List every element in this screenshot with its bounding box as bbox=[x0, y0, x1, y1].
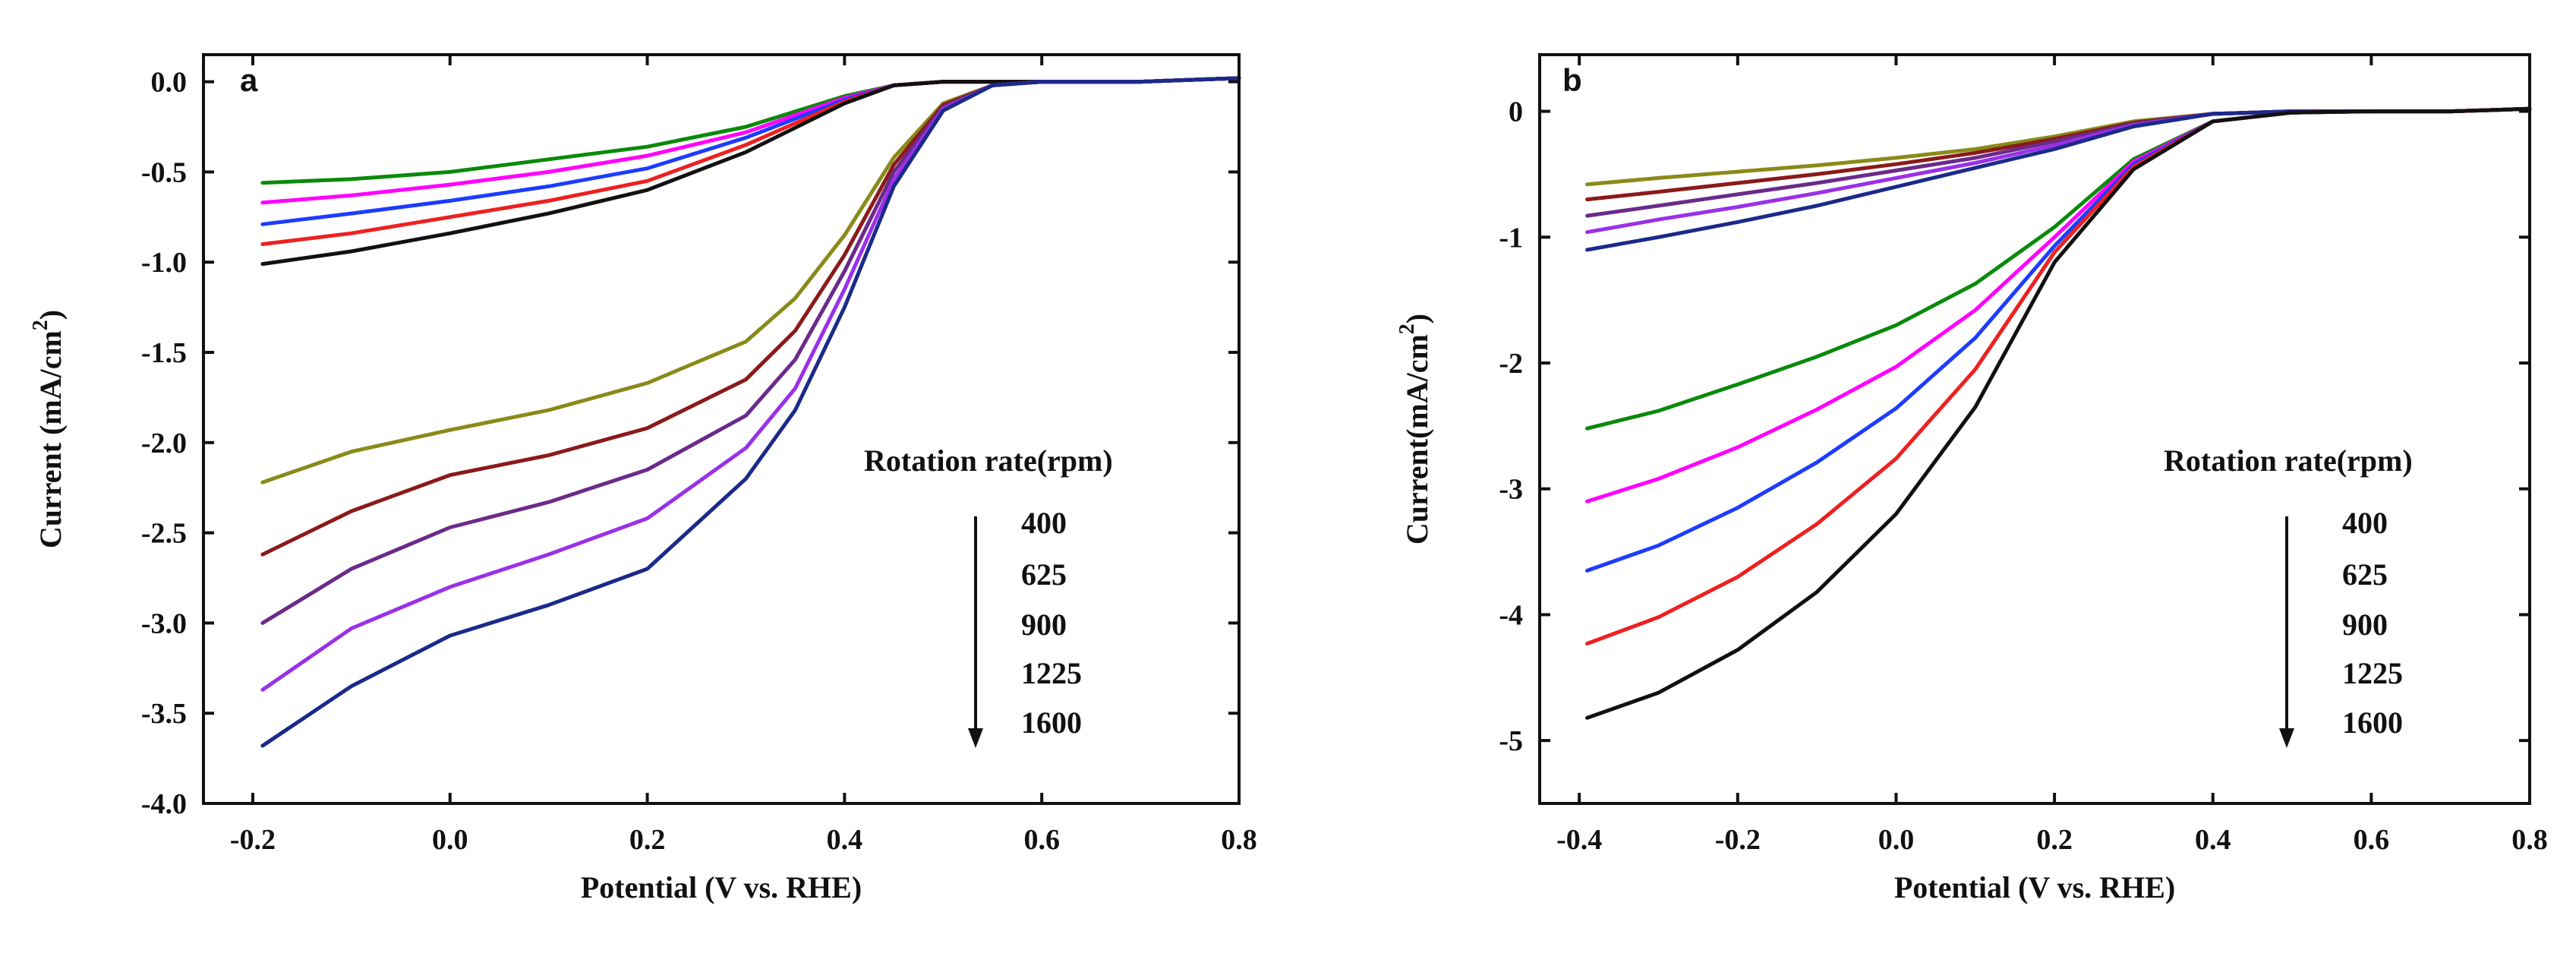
panel-b-series-upper-900 bbox=[1585, 106, 2532, 218]
panel-a-y-tick-label: -2.5 bbox=[141, 518, 187, 550]
panel-b-y-tick-label: -5 bbox=[1499, 725, 1523, 757]
panel-b-ticks: -0.4 -0.2 0.0 0.2 0.4 0.6 0.8 0 -1 -2 -3 -4 -5 bbox=[1499, 55, 2548, 856]
panel-a-x-axis-label: Potential (V vs. RHE) bbox=[581, 870, 862, 904]
panel-b-series-upper-1225 bbox=[1585, 106, 2532, 235]
panel-b-x-tick-label: 0.6 bbox=[2354, 824, 2390, 856]
panel-a-x-tick-label: 0.6 bbox=[1023, 824, 1060, 856]
panel-b-y-tick-label: 0 bbox=[1509, 96, 1523, 128]
panel-a-x-tick-label: 0.4 bbox=[827, 824, 863, 856]
panel-a-y-axis-label: Current (mA/cm2) bbox=[29, 310, 68, 548]
panel-a-y-tick-label: -2.0 bbox=[141, 428, 187, 459]
panel-b-x-tick-label: 0.8 bbox=[2511, 824, 2548, 856]
panel-b-x-axis-label: Potential (V vs. RHE) bbox=[1894, 870, 2175, 904]
panel-a-x-tick-label: 0.8 bbox=[1221, 824, 1257, 856]
panel-a-y-tick-label: -1.5 bbox=[141, 337, 187, 369]
panel-a-legend-item-900: 900 bbox=[1021, 608, 1067, 642]
panel-b-legend-title: Rotation rate(rpm) bbox=[2164, 443, 2413, 478]
panel-a-y-tick-label: -4.0 bbox=[141, 788, 187, 820]
panel-b-series bbox=[1585, 106, 2532, 720]
panel-b-x-tick-label: 0.0 bbox=[1878, 824, 1915, 856]
panel-b: -0.4 -0.2 0.0 0.2 0.4 0.6 0.8 0 -1 -2 -3 -4 -5 b Pot… bbox=[1395, 53, 2548, 904]
panel-b-legend-arrowhead bbox=[2279, 728, 2294, 748]
panel-b-legend-item-625: 625 bbox=[2342, 557, 2388, 592]
panel-b-x-tick-label: -0.4 bbox=[1556, 824, 1602, 856]
panel-a-x-tick-label: 0.0 bbox=[432, 824, 468, 856]
panel-a-legend-item-1600: 1600 bbox=[1021, 705, 1082, 740]
panel-b-series-lower-400 bbox=[1585, 106, 2532, 431]
panel-a-y-tick-label: 0.0 bbox=[151, 67, 188, 99]
panel-b-series-lower-625 bbox=[1585, 106, 2532, 503]
panel-a-x-tick-label: -0.2 bbox=[230, 824, 276, 856]
panel-b-legend: Rotation rate(rpm) 400 625 900 1225 1600 bbox=[2164, 443, 2413, 748]
panel-a-x-tick-label: 0.2 bbox=[629, 824, 666, 856]
panel-a-label: a bbox=[240, 62, 258, 98]
panel-a-y-axis-label-sup: 2 bbox=[29, 320, 52, 330]
panel-b-legend-item-1600: 1600 bbox=[2342, 705, 2403, 740]
panel-b-y-tick-label: -2 bbox=[1499, 348, 1523, 380]
panel-b-y-tick-label: -1 bbox=[1499, 222, 1523, 254]
panel-a-legend-arrowhead bbox=[968, 728, 983, 748]
panel-b-series-lower-900 bbox=[1585, 106, 2532, 573]
panel-b-frame bbox=[1538, 53, 2531, 805]
panel-b-legend-item-900: 900 bbox=[2342, 608, 2388, 642]
panel-b-series-upper-625 bbox=[1585, 106, 2532, 202]
panel-b-y-axis-label-main: Current(mA/cm bbox=[1400, 334, 1434, 544]
panel-b-y-axis-label-end: ) bbox=[1400, 314, 1434, 324]
panel-b-x-tick-label: -0.2 bbox=[1715, 824, 1761, 856]
panel-b-y-axis-label: Current(mA/cm2) bbox=[1395, 314, 1434, 544]
panel-a-frame bbox=[202, 53, 1241, 805]
panel-b-y-tick-label: -4 bbox=[1499, 599, 1523, 631]
panel-a-series bbox=[260, 76, 1241, 748]
panel-a-y-axis-label-end: ) bbox=[33, 310, 68, 320]
panel-a-series-upper-1225 bbox=[260, 76, 1241, 246]
panel-a-series-lower-400 bbox=[260, 76, 1241, 485]
panel-a-series-upper-1600 bbox=[260, 76, 1241, 267]
panel-a-series-lower-1225 bbox=[260, 76, 1241, 692]
panel-a-y-axis-label-main: Current (mA/cm bbox=[33, 330, 68, 548]
panel-b-x-tick-label: 0.2 bbox=[2036, 824, 2073, 856]
panel-a-series-lower-1600 bbox=[260, 76, 1241, 748]
panel-b-series-upper-1600 bbox=[1585, 106, 2532, 252]
panel-a-legend-item-625: 625 bbox=[1021, 557, 1067, 592]
panel-a-y-tick-label: -1.0 bbox=[141, 247, 187, 279]
panel-b-legend-item-1225: 1225 bbox=[2342, 656, 2403, 690]
panel-b-series-lower-1600 bbox=[1585, 106, 2532, 720]
panel-b-label: b bbox=[1562, 62, 1582, 98]
panel-b-series-lower-1225 bbox=[1585, 106, 2532, 645]
panel-a-legend-title: Rotation rate(rpm) bbox=[864, 443, 1113, 478]
panel-a-legend: Rotation rate(rpm) 400 625 900 1225 1600 bbox=[864, 443, 1113, 748]
panel-a-y-tick-label: -0.5 bbox=[141, 156, 187, 188]
panel-a: -0.2 0.0 0.2 0.4 0.6 0.8 0.0 -0.5 -1.0 -1.5 -2.0 -2… bbox=[29, 53, 1257, 904]
panel-a-series-upper-625 bbox=[260, 76, 1241, 205]
panel-b-legend-item-400: 400 bbox=[2342, 506, 2388, 540]
panel-a-series-lower-900 bbox=[260, 76, 1241, 625]
panel-b-x-tick-label: 0.4 bbox=[2195, 824, 2231, 856]
panel-a-legend-item-400: 400 bbox=[1021, 506, 1067, 540]
panel-a-ticks: -0.2 0.0 0.2 0.4 0.6 0.8 0.0 -0.5 -1.0 -1.5 -2.0 -2… bbox=[141, 55, 1257, 856]
panel-a-y-tick-label: -3.5 bbox=[141, 698, 187, 730]
panel-b-y-tick-label: -3 bbox=[1499, 474, 1523, 506]
panel-b-y-axis-label-sup: 2 bbox=[1395, 324, 1419, 334]
panel-a-y-tick-label: -3.0 bbox=[141, 608, 187, 639]
panel-a-legend-item-1225: 1225 bbox=[1021, 656, 1082, 690]
